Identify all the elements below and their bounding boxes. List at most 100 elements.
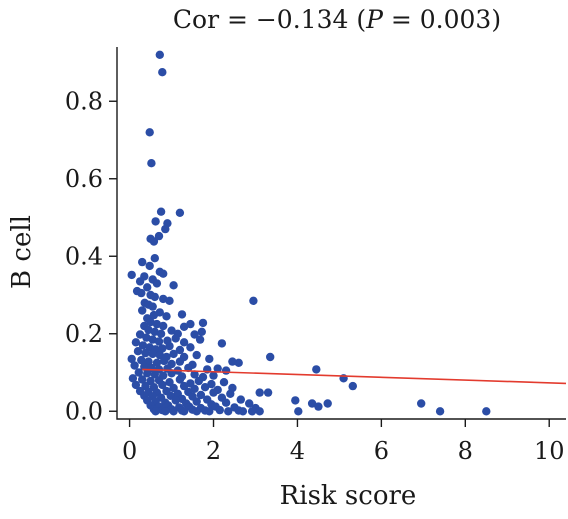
data-point <box>294 407 303 416</box>
y-tick-label: 0.4 <box>65 242 103 270</box>
data-point <box>217 339 227 348</box>
data-point <box>133 347 143 356</box>
data-point <box>131 380 141 390</box>
data-point <box>179 407 189 416</box>
data-point <box>138 257 147 267</box>
data-point <box>249 296 258 305</box>
regression-line <box>142 368 567 385</box>
chart-title: Cor = −0.134 (P = 0.003) <box>173 5 501 34</box>
data-point <box>150 292 159 302</box>
data-point <box>159 321 168 331</box>
data-point <box>161 407 170 416</box>
data-point <box>148 349 157 359</box>
y-tick-label: 0.8 <box>65 87 103 115</box>
data-point <box>143 283 152 292</box>
data-point <box>131 338 141 347</box>
data-point <box>190 370 199 379</box>
data-point <box>417 399 426 408</box>
data-point <box>134 368 143 377</box>
data-point <box>209 371 218 380</box>
data-point <box>155 50 164 59</box>
data-point <box>165 378 174 387</box>
data-point <box>207 379 216 389</box>
data-point <box>147 159 156 168</box>
data-point <box>165 296 174 305</box>
data-point <box>291 396 300 405</box>
data-point <box>151 217 160 226</box>
data-point <box>314 402 323 411</box>
y-tick-label: 0.2 <box>65 320 103 348</box>
data-point <box>128 374 138 383</box>
chart-title-suffix: = 0.003) <box>383 5 501 34</box>
data-point <box>307 399 317 408</box>
data-point <box>226 389 235 398</box>
data-point <box>348 381 357 391</box>
y-tick-label: 0.0 <box>65 397 103 425</box>
data-point <box>312 365 321 374</box>
data-point <box>192 397 201 406</box>
x-axis: 0 2 4 6 8 10 <box>122 419 565 465</box>
data-point <box>192 350 201 360</box>
data-point <box>142 333 151 342</box>
data-point <box>144 325 153 335</box>
data-point <box>138 306 147 315</box>
data-point <box>156 207 166 216</box>
data-point <box>137 355 146 365</box>
data-point <box>179 322 189 331</box>
data-point <box>175 357 185 366</box>
data-point <box>238 407 248 416</box>
data-point <box>190 384 199 393</box>
data-point <box>169 407 178 416</box>
x-tick-label: 2 <box>206 437 221 465</box>
y-tick-label: 0.6 <box>65 165 103 193</box>
plot-frame-axes <box>116 47 566 420</box>
data-point <box>159 356 169 366</box>
data-point <box>165 341 174 351</box>
data-point <box>224 407 233 416</box>
data-point <box>167 326 176 335</box>
chart-title-p: P <box>365 5 384 34</box>
data-point <box>209 388 218 397</box>
y-axis-title: B cell <box>7 215 37 289</box>
data-point <box>152 358 162 367</box>
data-point <box>323 399 332 408</box>
x-axis-title: Risk score <box>280 481 417 511</box>
data-point <box>159 294 168 304</box>
data-point <box>158 68 167 77</box>
data-point <box>179 381 189 391</box>
data-point <box>146 317 155 327</box>
data-point <box>138 341 148 350</box>
plot-area <box>127 50 567 416</box>
y-axis: 0.0 0.2 0.4 0.6 0.8 <box>65 87 117 425</box>
data-point <box>148 335 157 344</box>
data-point <box>145 261 154 271</box>
data-point <box>200 383 210 392</box>
data-point <box>171 334 180 343</box>
data-point <box>177 310 187 319</box>
data-point <box>148 302 157 311</box>
data-point <box>263 388 273 397</box>
data-point <box>152 319 162 329</box>
data-point <box>127 270 136 280</box>
x-tick-label: 0 <box>122 437 137 465</box>
data-point <box>154 231 164 241</box>
data-point <box>158 344 167 353</box>
data-point <box>179 338 189 347</box>
data-point <box>205 407 214 416</box>
data-point <box>175 208 185 217</box>
x-tick-label: 8 <box>458 437 473 465</box>
data-point <box>213 364 222 373</box>
data-point <box>435 407 445 416</box>
data-point <box>149 237 159 246</box>
chart-title-prefix: Cor = −0.134 ( <box>173 5 366 34</box>
data-point <box>137 288 146 298</box>
data-point <box>171 396 180 405</box>
data-point <box>255 388 264 397</box>
data-point <box>266 352 275 362</box>
data-point <box>236 395 245 404</box>
data-point <box>197 327 206 336</box>
data-point <box>146 376 155 386</box>
data-point <box>158 380 167 390</box>
x-tick-label: 10 <box>534 437 565 465</box>
data-point <box>194 376 203 386</box>
